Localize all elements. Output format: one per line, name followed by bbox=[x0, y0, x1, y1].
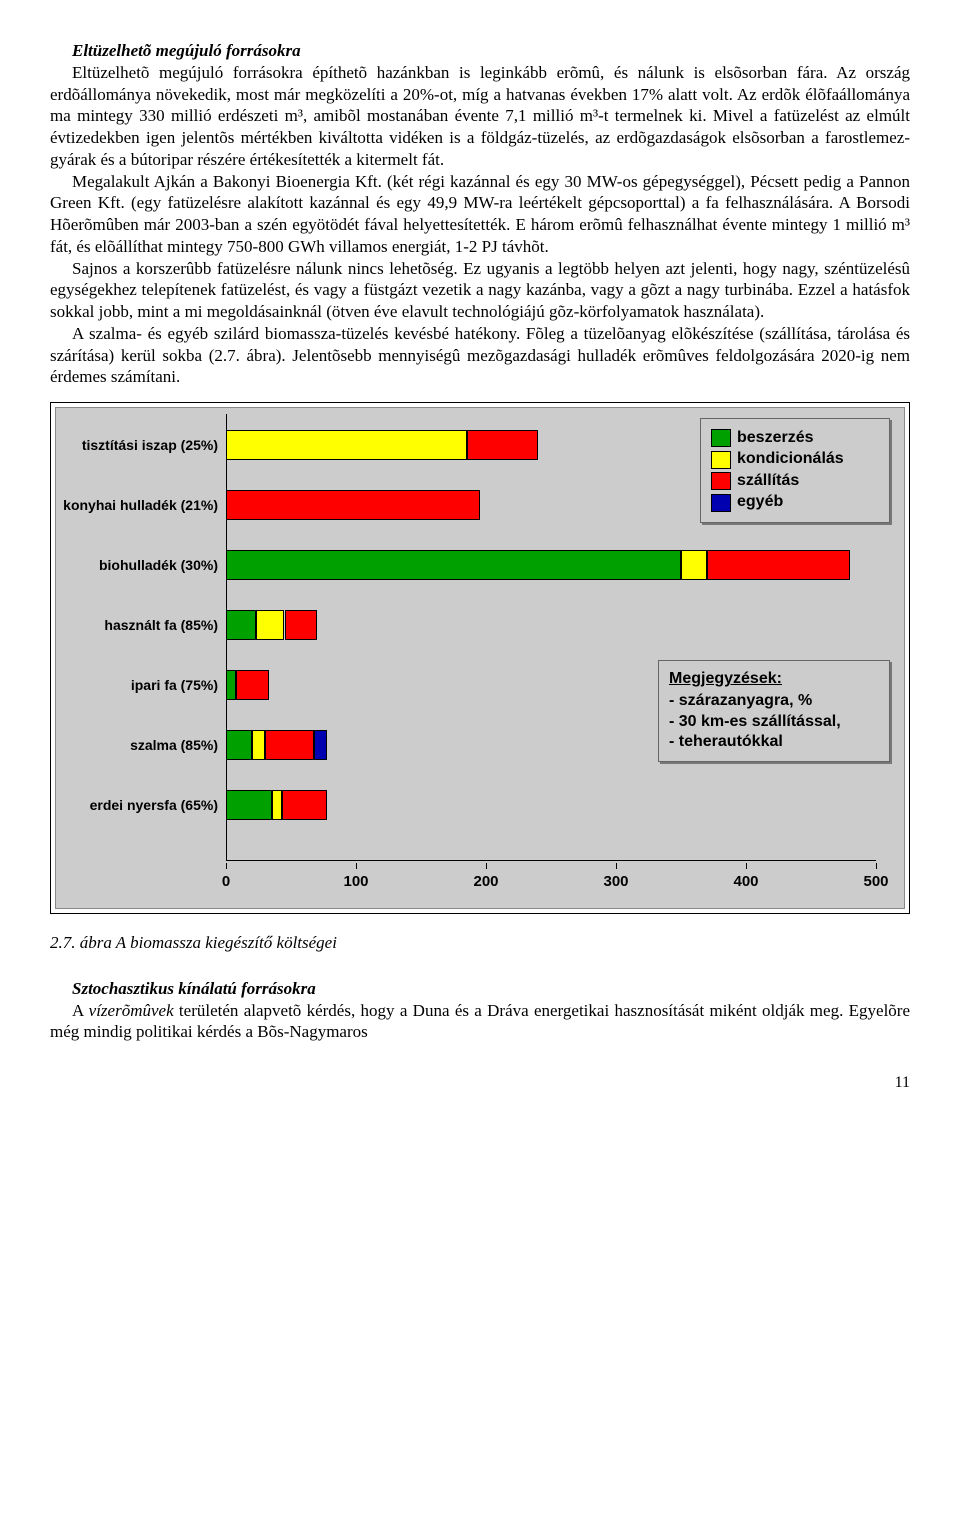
text: területén alapvetõ kérdés, hogy a Duna é… bbox=[50, 1001, 910, 1042]
legend-item: egyéb bbox=[711, 492, 879, 512]
chart-row-label: tisztítási iszap (25%) bbox=[82, 430, 218, 460]
legend-label: szállítás bbox=[737, 471, 799, 491]
chart-frame: tisztítási iszap (25%) konyhai hulladék (… bbox=[50, 402, 910, 914]
legend-label: egyéb bbox=[737, 492, 783, 512]
chart-row-label: konyhai hulladék (21%) bbox=[63, 490, 218, 520]
section-title-2: Sztochasztikus kínálatú forrásokra bbox=[50, 978, 910, 1000]
chart-row: erdei nyersfa (65%) bbox=[226, 790, 876, 820]
x-tick bbox=[226, 863, 227, 869]
chart-row-label: szalma (85%) bbox=[130, 730, 218, 760]
legend-item: kondicionálás bbox=[711, 449, 879, 469]
legend-swatch bbox=[711, 451, 731, 469]
figure-caption: 2.7. ábra A biomassza kiegészítő költség… bbox=[50, 932, 910, 954]
chart-row-label: ipari fa (75%) bbox=[131, 670, 218, 700]
x-tick-label: 200 bbox=[473, 872, 498, 891]
bar-segment bbox=[467, 430, 539, 460]
chart-notes: Megjegyzések:- szárazanyagra, %- 30 km-e… bbox=[658, 660, 890, 762]
bar-segment bbox=[272, 790, 282, 820]
notes-line: - teherautókkal bbox=[669, 732, 879, 752]
bar-segment bbox=[236, 670, 269, 700]
legend: beszerzéskondicionálásszállításegyéb bbox=[700, 418, 890, 523]
chart-row-label: használt fa (85%) bbox=[104, 610, 218, 640]
bar-segment bbox=[282, 790, 328, 820]
bar-segment bbox=[707, 550, 850, 580]
body-paragraph: Eltüzelhetõ megújuló forrásokra építhetõ… bbox=[50, 62, 910, 171]
x-tick bbox=[616, 863, 617, 869]
legend-item: beszerzés bbox=[711, 428, 879, 448]
notes-title: Megjegyzések: bbox=[669, 669, 879, 689]
x-tick bbox=[876, 863, 877, 869]
bar-segment bbox=[226, 550, 681, 580]
body-paragraph: A vízerõmûvek területén alapvetõ kérdés,… bbox=[50, 1000, 910, 1044]
x-tick-label: 500 bbox=[863, 872, 888, 891]
bar-segment bbox=[226, 430, 467, 460]
chart-row-label: erdei nyersfa (65%) bbox=[90, 790, 218, 820]
legend-swatch bbox=[711, 429, 731, 447]
bar-segment bbox=[226, 490, 480, 520]
bar-segment bbox=[226, 670, 236, 700]
bar-segment bbox=[226, 730, 252, 760]
body-paragraph: Sajnos a korszerûbb fatüzelésre nálunk n… bbox=[50, 258, 910, 323]
text: A bbox=[72, 1001, 89, 1020]
chart-row-label: biohulladék (30%) bbox=[99, 550, 218, 580]
bar-segment bbox=[681, 550, 707, 580]
x-tick bbox=[356, 863, 357, 869]
chart-row: használt fa (85%) bbox=[226, 610, 876, 640]
x-tick bbox=[746, 863, 747, 869]
body-paragraph: Megalakult Ajkán a Bakonyi Bioenergia Kf… bbox=[50, 171, 910, 258]
legend-swatch bbox=[711, 472, 731, 490]
x-axis bbox=[226, 860, 876, 861]
bar-segment bbox=[285, 610, 318, 640]
x-ticks: 0100200300400500 bbox=[226, 862, 876, 908]
legend-label: beszerzés bbox=[737, 428, 814, 448]
x-tick-label: 0 bbox=[222, 872, 230, 891]
x-tick bbox=[486, 863, 487, 869]
page-number: 11 bbox=[50, 1073, 910, 1093]
notes-line: - 30 km-es szállítással, bbox=[669, 712, 879, 732]
bar-segment bbox=[314, 730, 327, 760]
bar-segment bbox=[226, 790, 272, 820]
legend-item: szállítás bbox=[711, 471, 879, 491]
legend-label: kondicionálás bbox=[737, 449, 844, 469]
bar-segment bbox=[252, 730, 265, 760]
x-tick-label: 100 bbox=[343, 872, 368, 891]
x-tick-label: 400 bbox=[733, 872, 758, 891]
section-title-1: Eltüzelhetõ megújuló forrásokra bbox=[50, 40, 910, 62]
bar-segment bbox=[256, 610, 285, 640]
x-tick-label: 300 bbox=[603, 872, 628, 891]
emphasis: vízerõmûvek bbox=[89, 1001, 174, 1020]
bar-segment bbox=[265, 730, 314, 760]
body-paragraph: A szalma- és egyéb szilárd biomassza-tüz… bbox=[50, 323, 910, 388]
biomass-cost-chart: tisztítási iszap (25%) konyhai hulladék (… bbox=[55, 407, 905, 909]
legend-swatch bbox=[711, 494, 731, 512]
notes-line: - szárazanyagra, % bbox=[669, 691, 879, 711]
chart-row: biohulladék (30%) bbox=[226, 550, 876, 580]
bar-segment bbox=[226, 610, 256, 640]
